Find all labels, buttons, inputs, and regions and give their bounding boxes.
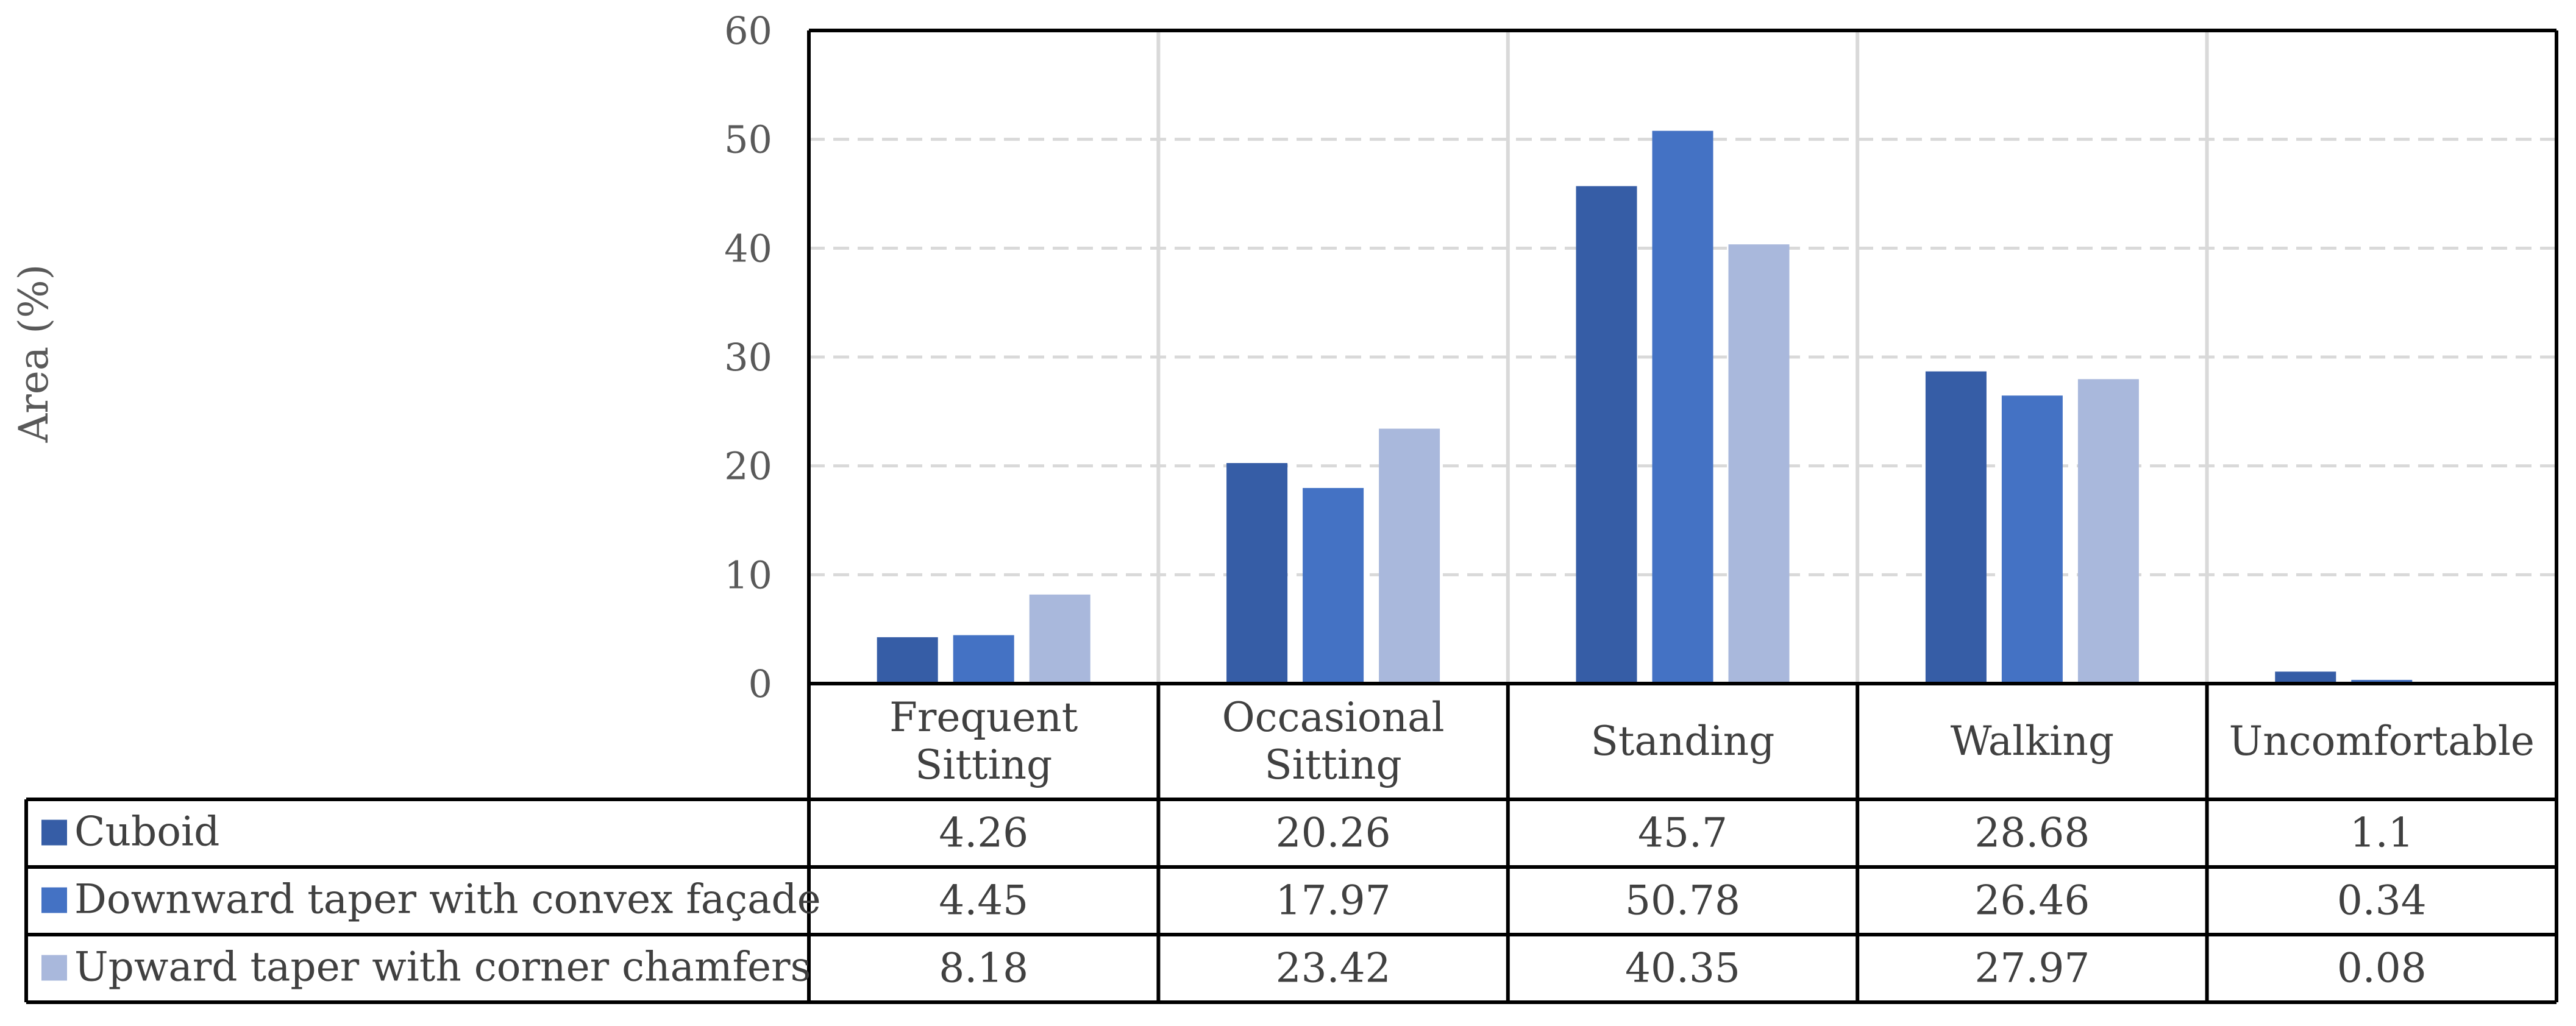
y-tick-label: 60 [724, 9, 772, 53]
bar [1925, 371, 1987, 684]
data-table-value: 0.34 [2337, 877, 2427, 924]
legend-swatch [41, 887, 67, 913]
bar [2275, 671, 2336, 684]
data-table-value: 28.68 [1974, 810, 2090, 857]
category-label: Walking [1951, 718, 2114, 765]
data-table-value: 45.7 [1638, 810, 1727, 857]
data-table-value: 27.97 [1974, 945, 2090, 992]
bar [1303, 487, 1364, 684]
bar [2077, 379, 2139, 684]
y-axis: 0 10 20 30 40 50 60 [724, 9, 772, 706]
data-table-value: 4.45 [939, 877, 1028, 924]
y-tick-label: 10 [724, 553, 772, 597]
table-frame [24, 29, 2558, 1004]
bar [1728, 244, 1790, 684]
category-label: Standing [1591, 718, 1775, 765]
bar [877, 637, 938, 684]
bar [2001, 395, 2063, 684]
bar [1576, 186, 1637, 684]
data-table-value: 0.08 [2337, 945, 2427, 992]
bar [953, 635, 1014, 684]
data-table-value: 1.1 [2350, 810, 2414, 857]
legend-label: Upward taper with corner chamfers [74, 944, 811, 991]
category-label: Uncomfortable [2229, 718, 2535, 765]
data-table-value: 40.35 [1625, 945, 1740, 992]
legend-label: Cuboid [74, 808, 219, 855]
category-label: Sitting [1264, 741, 1401, 788]
data-table-value: 17.97 [1276, 877, 1391, 924]
data-table-value: 4.26 [939, 810, 1028, 857]
y-tick-label: 20 [724, 444, 772, 489]
data-table-value: 23.42 [1276, 945, 1391, 992]
category-label: Sitting [915, 741, 1052, 788]
bar [1226, 463, 1288, 684]
category-label: Frequent [889, 694, 1078, 741]
category-labels: FrequentSittingOccasionalSittingStanding… [889, 694, 2535, 788]
y-tick-label: 50 [724, 118, 772, 162]
data-table-value: 26.46 [1974, 877, 2090, 924]
y-axis-label: Area (%) [10, 264, 57, 444]
data-table-value: 8.18 [939, 945, 1028, 992]
y-tick-label: 40 [724, 226, 772, 271]
y-tick-label: 30 [724, 335, 772, 380]
legend-label: Downward taper with convex façade [74, 876, 821, 923]
bar [1652, 130, 1713, 684]
legend-swatch [41, 819, 67, 846]
bar [1379, 428, 1440, 684]
bars [877, 130, 2489, 684]
y-tick-label: 0 [749, 662, 772, 706]
bar [2351, 679, 2413, 684]
data-table: Cuboid 4.26 20.26 45.7 28.68 1.1 Downward tape… [41, 808, 2427, 992]
gridlines [809, 30, 2556, 684]
bar [1029, 594, 1091, 684]
category-label: Occasional [1222, 694, 1445, 741]
data-table-value: 20.26 [1276, 810, 1391, 857]
legend-swatch [41, 955, 67, 981]
data-table-value: 50.78 [1625, 877, 1740, 924]
